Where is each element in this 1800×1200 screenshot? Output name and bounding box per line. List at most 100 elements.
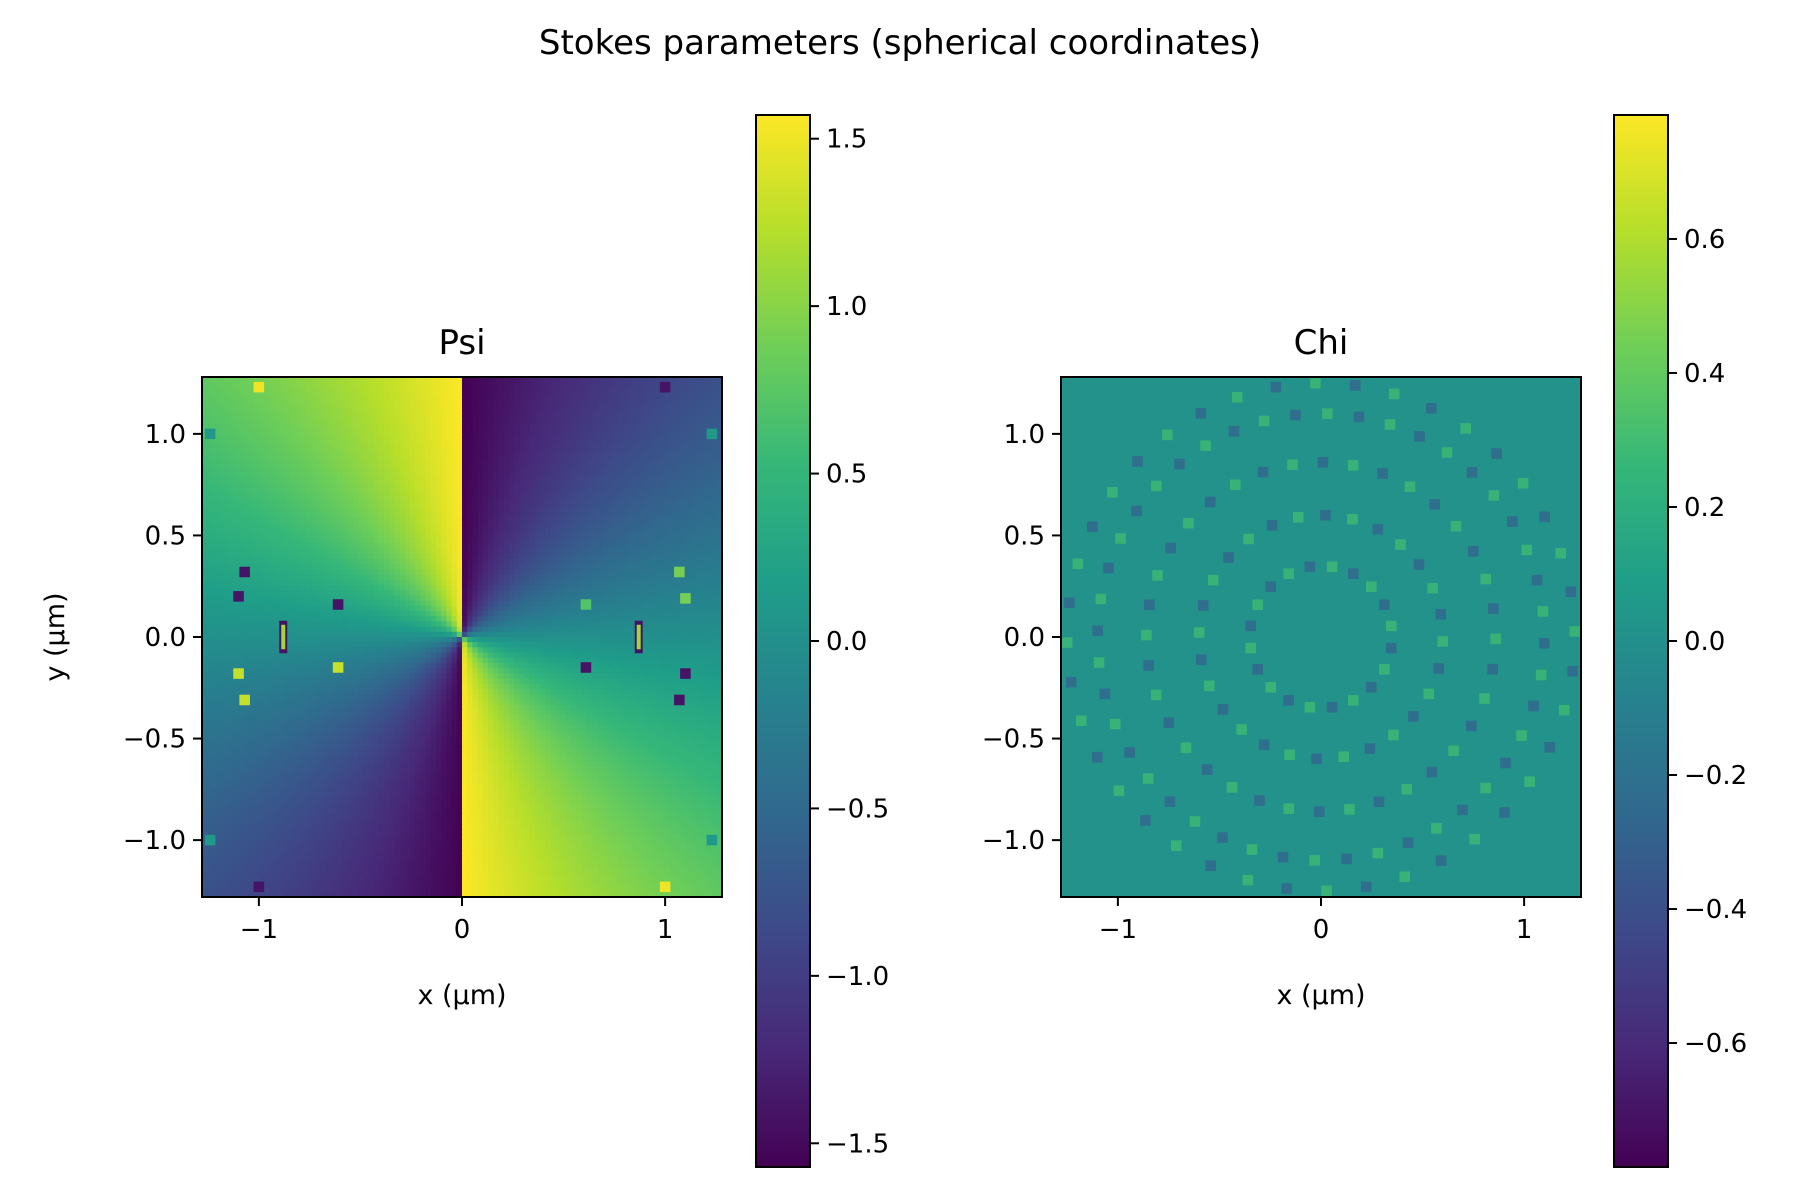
psi-cell	[467, 439, 473, 446]
psi-cell	[248, 382, 255, 388]
psi-cell	[586, 392, 593, 399]
psi-cell	[378, 444, 385, 451]
psi-cell	[217, 444, 224, 451]
psi-cell	[514, 496, 520, 503]
psi-cell	[264, 626, 271, 633]
psi-cell	[300, 423, 307, 430]
psi-cell	[285, 611, 291, 617]
psi-cell	[618, 527, 624, 534]
psi-cell	[680, 470, 687, 477]
psi-cell	[207, 501, 213, 508]
psi-cell	[446, 517, 453, 524]
psi-cell	[612, 527, 619, 534]
psi-cell	[514, 470, 520, 477]
psi-cell	[654, 481, 661, 487]
psi-cell	[607, 481, 614, 487]
psi-cell	[399, 460, 406, 466]
psi-cell	[259, 585, 265, 591]
psi-cell	[207, 533, 213, 539]
psi-cell	[675, 574, 681, 581]
psi-cell	[373, 465, 380, 472]
psi-cell	[529, 377, 536, 383]
psi-cell	[202, 392, 208, 399]
psi-cell	[503, 382, 510, 388]
psi-cell	[467, 574, 473, 581]
psi-cell	[586, 527, 593, 534]
psi-cell	[342, 460, 349, 466]
psi-cell	[436, 501, 442, 508]
psi-cell	[472, 631, 479, 638]
psi-cell	[576, 486, 583, 492]
psi-cell	[566, 475, 572, 482]
psi-cell	[233, 611, 239, 617]
psi-cell	[425, 387, 432, 394]
psi-cell	[493, 460, 499, 466]
psi-cell	[368, 559, 375, 565]
psi-cell	[238, 439, 245, 446]
psi-cell	[415, 517, 421, 524]
psi-cell	[228, 512, 234, 518]
psi-cell	[202, 631, 208, 638]
psi-cell	[488, 397, 494, 404]
psi-cell	[280, 501, 286, 508]
psi-cell	[425, 434, 432, 440]
psi-cell	[228, 481, 234, 487]
psi-cell	[716, 579, 723, 586]
psi-cell	[358, 439, 364, 446]
psi-cell	[534, 470, 541, 477]
psi-cell	[410, 543, 416, 550]
psi-cell	[659, 569, 666, 576]
psi-cell	[456, 631, 463, 638]
psi-cell	[358, 626, 364, 633]
psi-cell	[607, 543, 614, 550]
psi-cell	[685, 465, 692, 472]
psi-cell	[711, 600, 718, 607]
psi-cell	[571, 616, 577, 622]
psi-cell	[295, 538, 302, 544]
psi-cell	[612, 522, 619, 529]
psi-cell	[404, 611, 411, 617]
psi-cell	[555, 413, 562, 420]
psi-cell	[716, 413, 723, 420]
psi-cell	[352, 574, 359, 581]
psi-cell	[685, 548, 692, 555]
psi-cell	[399, 548, 406, 555]
psi-cell	[467, 403, 473, 409]
psi-cell	[524, 631, 531, 638]
psi-cell	[342, 512, 349, 518]
psi-cell	[467, 553, 473, 560]
psi-cell	[644, 434, 650, 440]
psi-cell	[363, 403, 369, 409]
psi-cell	[638, 548, 645, 555]
psi-cell	[581, 590, 588, 596]
psi-cell	[607, 377, 614, 383]
psi-cell	[644, 486, 650, 492]
psi-cell	[607, 496, 614, 503]
psi-cell	[716, 616, 723, 622]
psi-cell	[638, 460, 645, 466]
psi-cell	[404, 626, 411, 633]
psi-cell	[540, 631, 546, 638]
psi-cell	[524, 475, 531, 482]
psi-cell	[384, 429, 390, 435]
psi-cell	[243, 538, 250, 544]
psi-cell	[560, 377, 567, 383]
psi-cell	[456, 574, 463, 581]
psi-cell	[566, 455, 572, 461]
psi-cell	[711, 449, 718, 456]
psi-cell	[498, 522, 505, 529]
psi-cell	[202, 579, 208, 586]
psi-cell	[399, 590, 406, 596]
psi-cell	[545, 408, 551, 414]
psi-cell	[311, 439, 317, 446]
psi-cell	[659, 449, 666, 456]
psi-cell	[399, 564, 406, 570]
psi-cell	[363, 444, 369, 451]
psi-cell	[420, 397, 427, 404]
psi-cell	[269, 585, 276, 591]
psi-cell	[670, 403, 676, 409]
psi-cell	[259, 590, 265, 596]
psi-cell	[618, 455, 624, 461]
psi-cell	[269, 611, 276, 617]
psi-cell	[202, 460, 208, 466]
